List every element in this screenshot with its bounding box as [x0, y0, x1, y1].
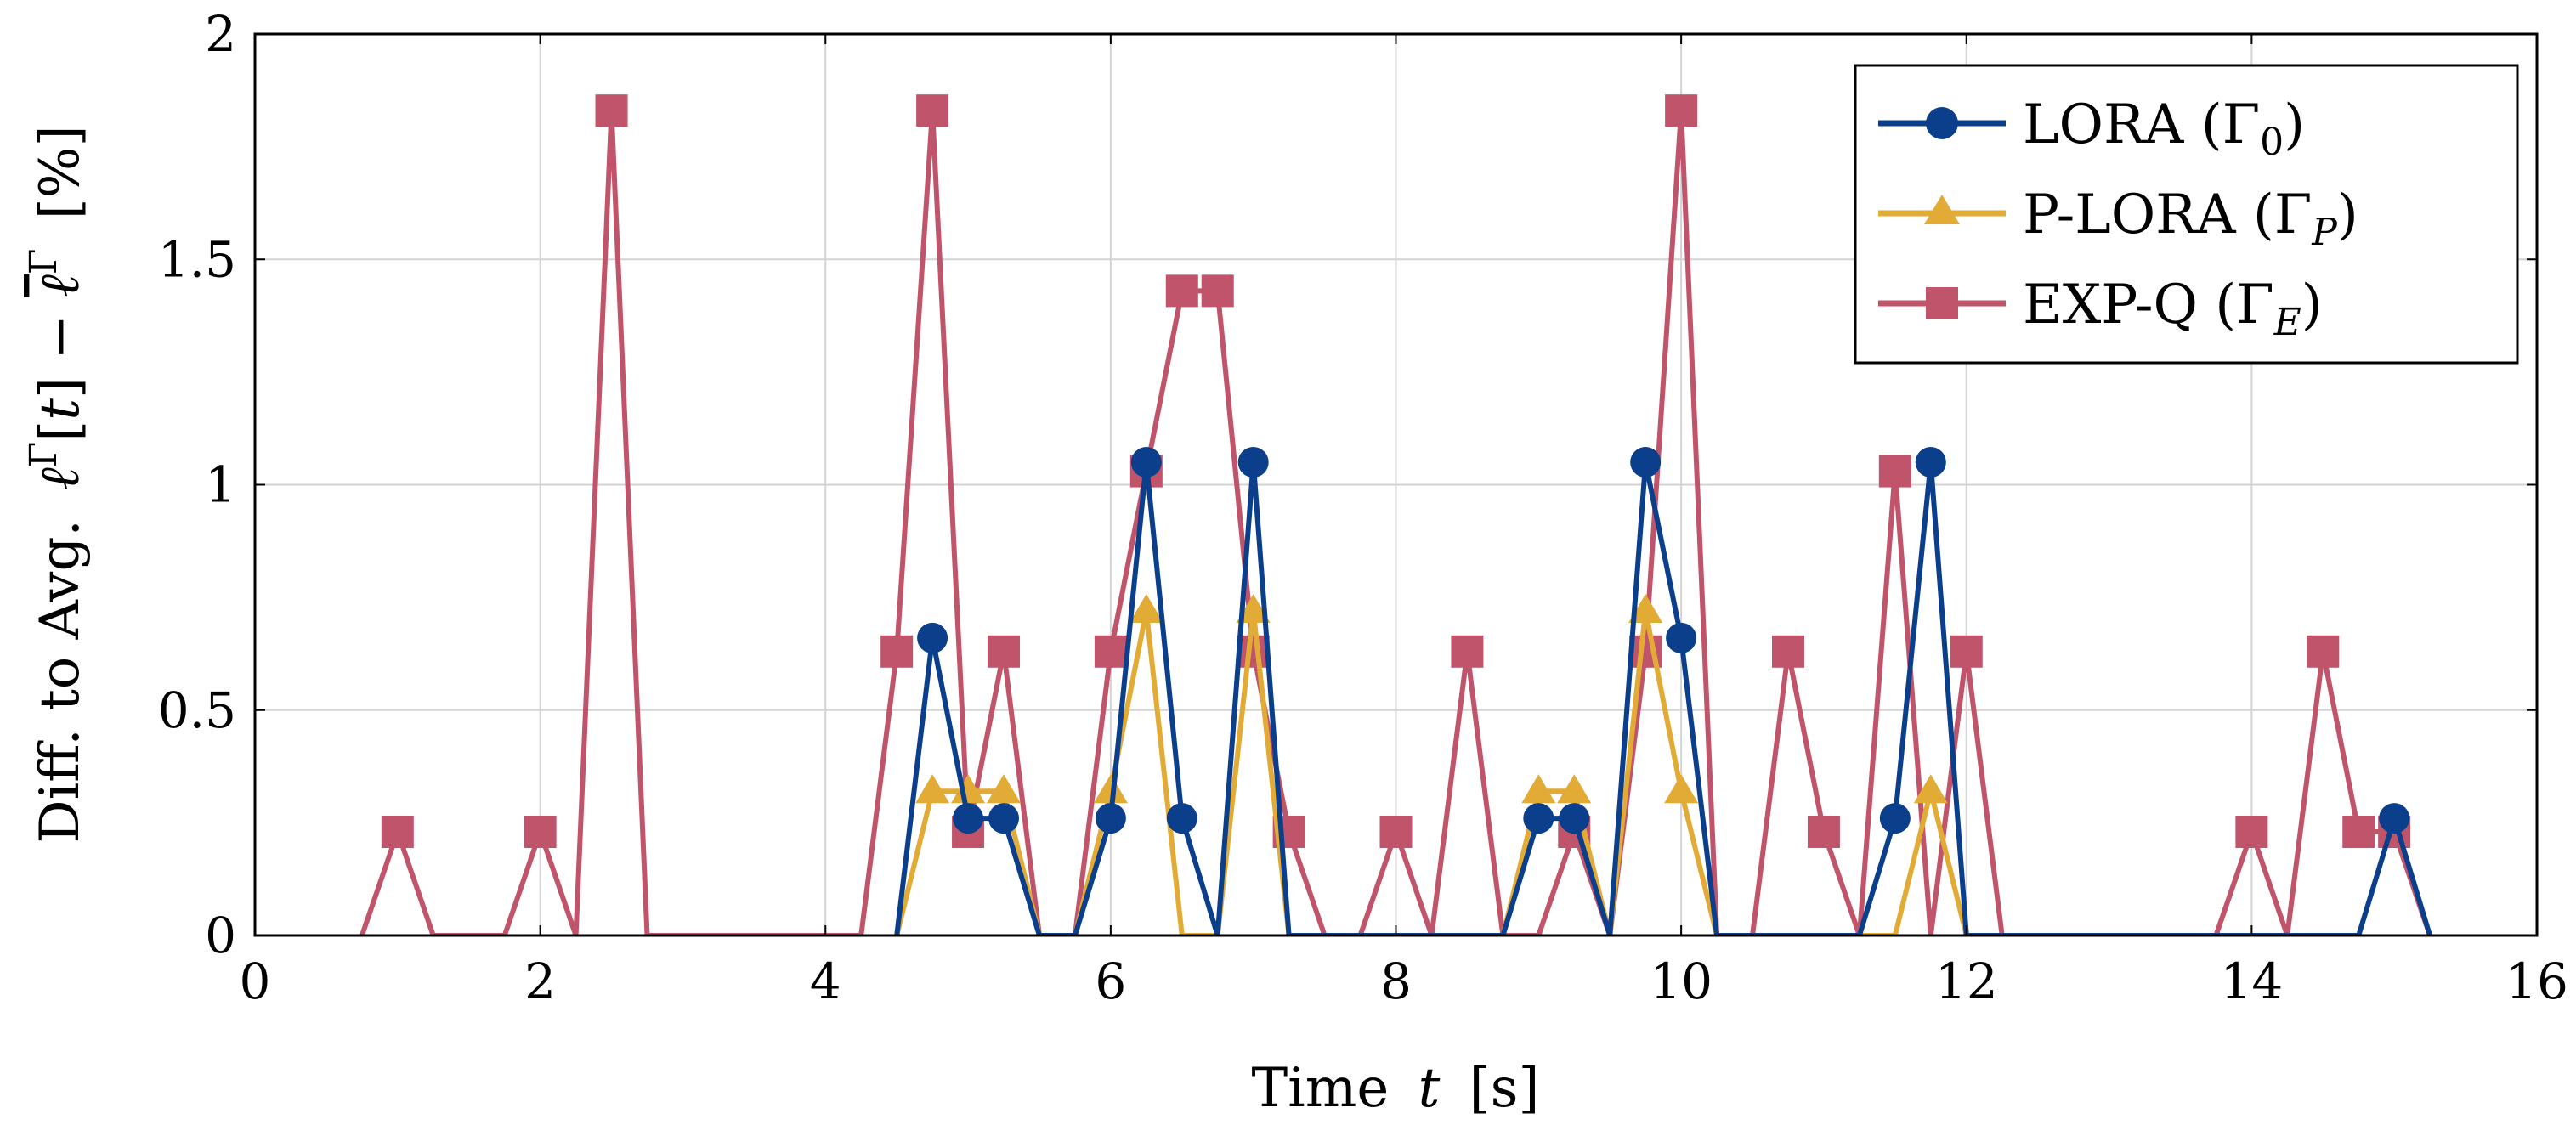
x-tick-label: 10 — [1650, 952, 1713, 1010]
y-axis-title: Diff. to Avg. ℓΓ[t] − ℓΓ [%] — [7, 125, 92, 843]
x-axis-title: Time t [s] — [1252, 1057, 1540, 1120]
data-point-lora — [1130, 446, 1162, 478]
y-axis-title-unit: [%] — [29, 125, 92, 219]
series-line-p-lora — [894, 608, 1969, 935]
y-tick-label: 1.5 — [158, 230, 236, 288]
legend: LORA (Γ0) P-LORA (ΓP) EXP-Q (ΓE) — [1854, 64, 2519, 365]
x-tick-label: 16 — [2505, 952, 2568, 1010]
data-point-p-lora — [1628, 594, 1663, 624]
data-point-exp-q — [524, 815, 557, 848]
y-tick-label: 0 — [205, 907, 236, 964]
x-tick-label: 8 — [1380, 952, 1412, 1010]
data-point-exp-q — [1201, 274, 1234, 308]
y-tick-label: 1 — [205, 456, 236, 514]
data-point-exp-q — [1379, 815, 1413, 848]
x-tick-label: 14 — [2220, 952, 2283, 1010]
x-axis-title-symbol: t — [1418, 1057, 1441, 1120]
data-point-p-lora — [1093, 774, 1128, 804]
legend-swatch-marker — [1924, 195, 1960, 224]
data-point-lora — [1095, 803, 1126, 834]
data-point-exp-q — [988, 635, 1021, 668]
data-point-p-lora — [1129, 594, 1163, 624]
data-point-exp-q — [2307, 635, 2340, 668]
y-axis-title-math: ℓΓ[t] − ℓΓ — [22, 249, 92, 490]
data-point-exp-q — [2342, 815, 2375, 848]
data-point-exp-q — [2235, 815, 2268, 848]
data-point-exp-q — [916, 94, 949, 127]
legend-entry-p-lora: P-LORA (ΓP) — [1878, 184, 2358, 254]
data-point-lora — [953, 803, 984, 834]
legend-entry-lora: LORA (Γ0) — [1878, 93, 2305, 164]
data-point-p-lora — [951, 774, 986, 804]
x-tick-label: 2 — [524, 952, 556, 1010]
series-exp-q — [360, 94, 2432, 935]
series-p-lora — [894, 594, 1969, 935]
y-tick-label: 2 — [205, 5, 236, 63]
data-point-p-lora — [987, 774, 1022, 804]
ticks: 0 2 4 6 8 10 12 14 16 0 0.5 1 1.5 2 — [158, 5, 2568, 1010]
series-area — [360, 94, 2432, 935]
data-point-exp-q — [1950, 635, 1983, 668]
series-lora — [894, 446, 2432, 935]
data-point-lora — [1879, 803, 1911, 834]
x-tick-label: 4 — [810, 952, 841, 1010]
data-point-p-lora — [1557, 774, 1592, 804]
data-point-exp-q — [1771, 635, 1804, 668]
x-tick-label: 6 — [1095, 952, 1126, 1010]
y-tick-label: 0.5 — [158, 681, 236, 739]
series-line-exp-q — [360, 108, 2432, 935]
data-point-lora — [1666, 622, 1697, 653]
data-point-lora — [2379, 803, 2410, 834]
legend-label: P-LORA (ΓP) — [2023, 184, 2358, 254]
series-line-lora — [894, 460, 2432, 935]
data-point-lora — [1523, 803, 1554, 834]
data-point-exp-q — [1094, 635, 1127, 668]
data-point-p-lora — [1913, 774, 1948, 804]
data-point-p-lora — [915, 774, 950, 804]
data-point-lora — [1166, 803, 1197, 834]
data-point-exp-q — [381, 815, 414, 848]
data-point-exp-q — [1451, 635, 1484, 668]
data-point-p-lora — [1236, 594, 1271, 624]
data-point-exp-q — [1237, 635, 1270, 668]
x-tick-label: 12 — [1935, 952, 1998, 1010]
data-point-lora — [1915, 446, 1946, 478]
data-point-lora — [1559, 803, 1590, 834]
legend-swatch-marker — [1926, 287, 1958, 319]
data-point-exp-q — [1165, 274, 1198, 308]
legend-label: EXP-Q (ΓE) — [2023, 274, 2323, 344]
data-point-exp-q — [595, 94, 628, 127]
y-axis-title-text: Diff. to Avg. — [29, 519, 92, 843]
data-point-p-lora — [1521, 774, 1556, 804]
legend-entry-exp-q: EXP-Q (ΓE) — [1878, 274, 2323, 344]
data-point-lora — [988, 803, 1020, 834]
x-axis-title-unit: [s] — [1469, 1057, 1540, 1120]
data-point-p-lora — [1664, 774, 1699, 804]
legend-label: LORA (Γ0) — [2023, 93, 2305, 164]
legend-swatch-marker — [1926, 107, 1958, 139]
data-point-exp-q — [1878, 455, 1911, 488]
x-axis-title-text: Time — [1252, 1057, 1390, 1120]
data-point-exp-q — [1807, 815, 1840, 848]
x-tick-label: 0 — [240, 952, 271, 1010]
data-point-lora — [917, 622, 948, 653]
data-point-lora — [1237, 446, 1269, 478]
data-point-exp-q — [880, 635, 914, 668]
data-point-lora — [1630, 446, 1662, 478]
data-point-exp-q — [1665, 94, 1698, 127]
